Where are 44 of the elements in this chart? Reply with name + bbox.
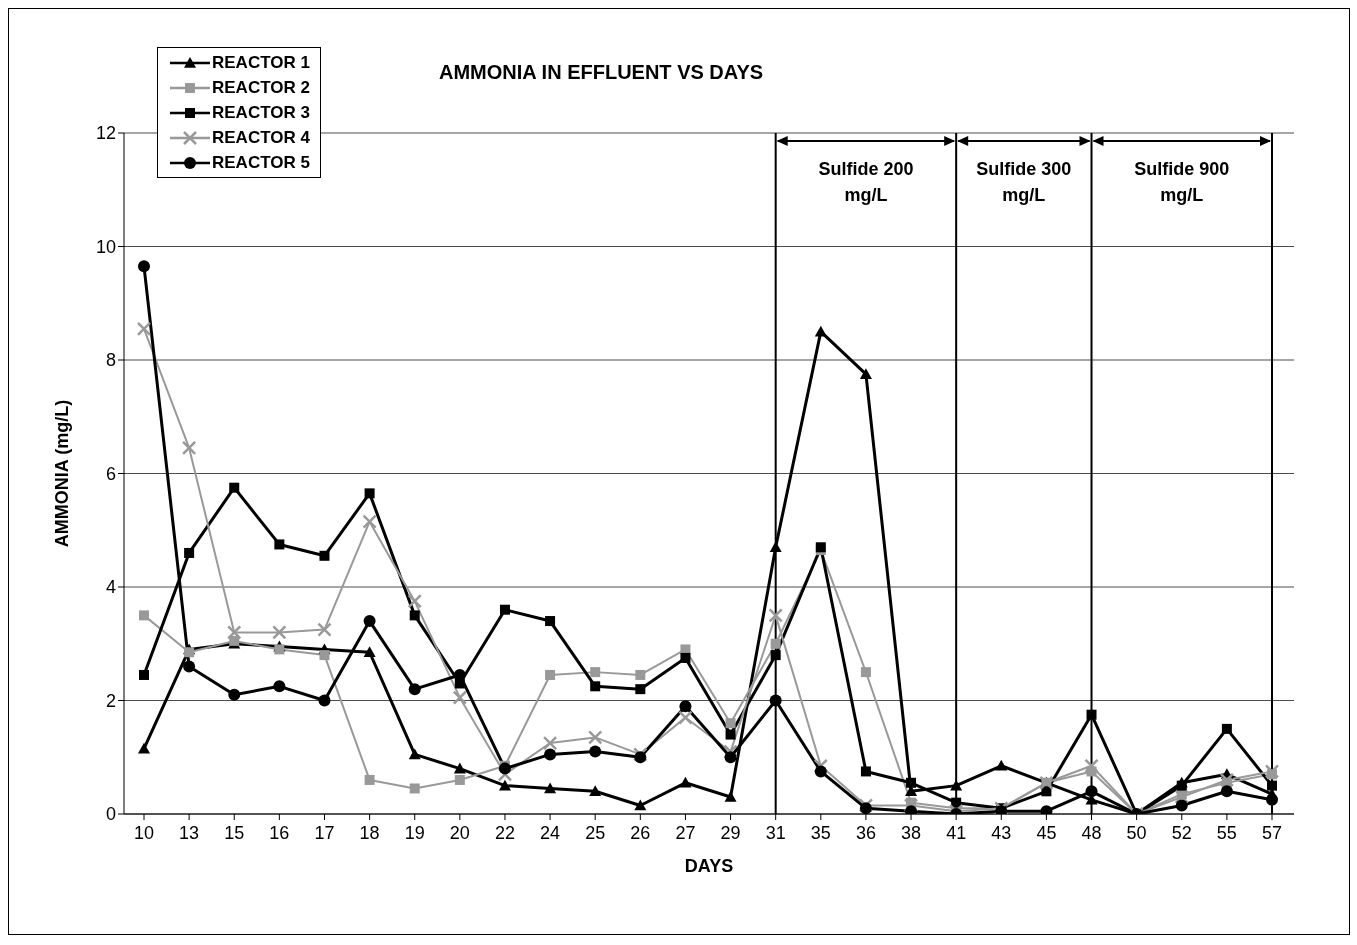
x-tick-label: 55 — [1216, 822, 1237, 843]
x-tick-label: 26 — [630, 822, 651, 843]
x-tick-label: 35 — [810, 822, 831, 843]
x-tick-label: 43 — [991, 822, 1012, 843]
legend-label: REACTOR 3 — [212, 102, 310, 123]
x-tick-label: 31 — [765, 822, 786, 843]
x-tick-label: 16 — [269, 822, 290, 843]
x-tick-label: 45 — [1036, 822, 1057, 843]
x-tick-label: 22 — [494, 822, 515, 843]
x-tick-label: 41 — [946, 822, 967, 843]
legend-label: REACTOR 4 — [212, 127, 310, 148]
annotation: Sulfide 200 mg/L — [818, 159, 914, 205]
annotation: Sulfide 300 mg/L — [976, 159, 1072, 205]
x-tick-label: 20 — [449, 822, 470, 843]
x-tick-label: 13 — [179, 822, 200, 843]
y-tick-label: 6 — [105, 463, 116, 484]
y-tick-label: 12 — [95, 123, 116, 144]
y-tick-label: 10 — [95, 236, 116, 257]
x-tick-label: 25 — [585, 822, 606, 843]
x-tick-label: 29 — [720, 822, 741, 843]
y-tick-label: 8 — [105, 350, 116, 371]
annotation: Sulfide 900 mg/L — [1134, 159, 1230, 205]
x-tick-label: 10 — [133, 822, 155, 843]
x-tick-label: 38 — [901, 822, 922, 843]
legend-label: REACTOR 2 — [212, 77, 310, 98]
y-tick-label: 0 — [105, 804, 116, 825]
x-tick-label: 17 — [314, 822, 335, 843]
x-tick-label: 27 — [675, 822, 696, 843]
x-tick-label: 36 — [855, 822, 876, 843]
x-tick-label: 18 — [359, 822, 380, 843]
legend-label: REACTOR 5 — [212, 152, 310, 173]
x-tick-label: 50 — [1126, 822, 1147, 843]
x-tick-label: 52 — [1171, 822, 1192, 843]
x-tick-label: 48 — [1081, 822, 1102, 843]
x-tick-label: 15 — [224, 822, 245, 843]
x-axis-title: DAYS — [684, 856, 734, 876]
x-tick-label: 19 — [404, 822, 425, 843]
y-tick-label: 4 — [105, 577, 116, 598]
chart-title: AMMONIA IN EFFLUENT VS DAYS — [439, 61, 764, 84]
y-tick-label: 2 — [105, 690, 116, 711]
y-axis-title: AMMONIA (mg/L) — [52, 399, 73, 548]
x-tick-label: 24 — [540, 822, 561, 843]
x-tick-label: 57 — [1261, 822, 1283, 843]
legend-label: REACTOR 1 — [212, 52, 310, 73]
